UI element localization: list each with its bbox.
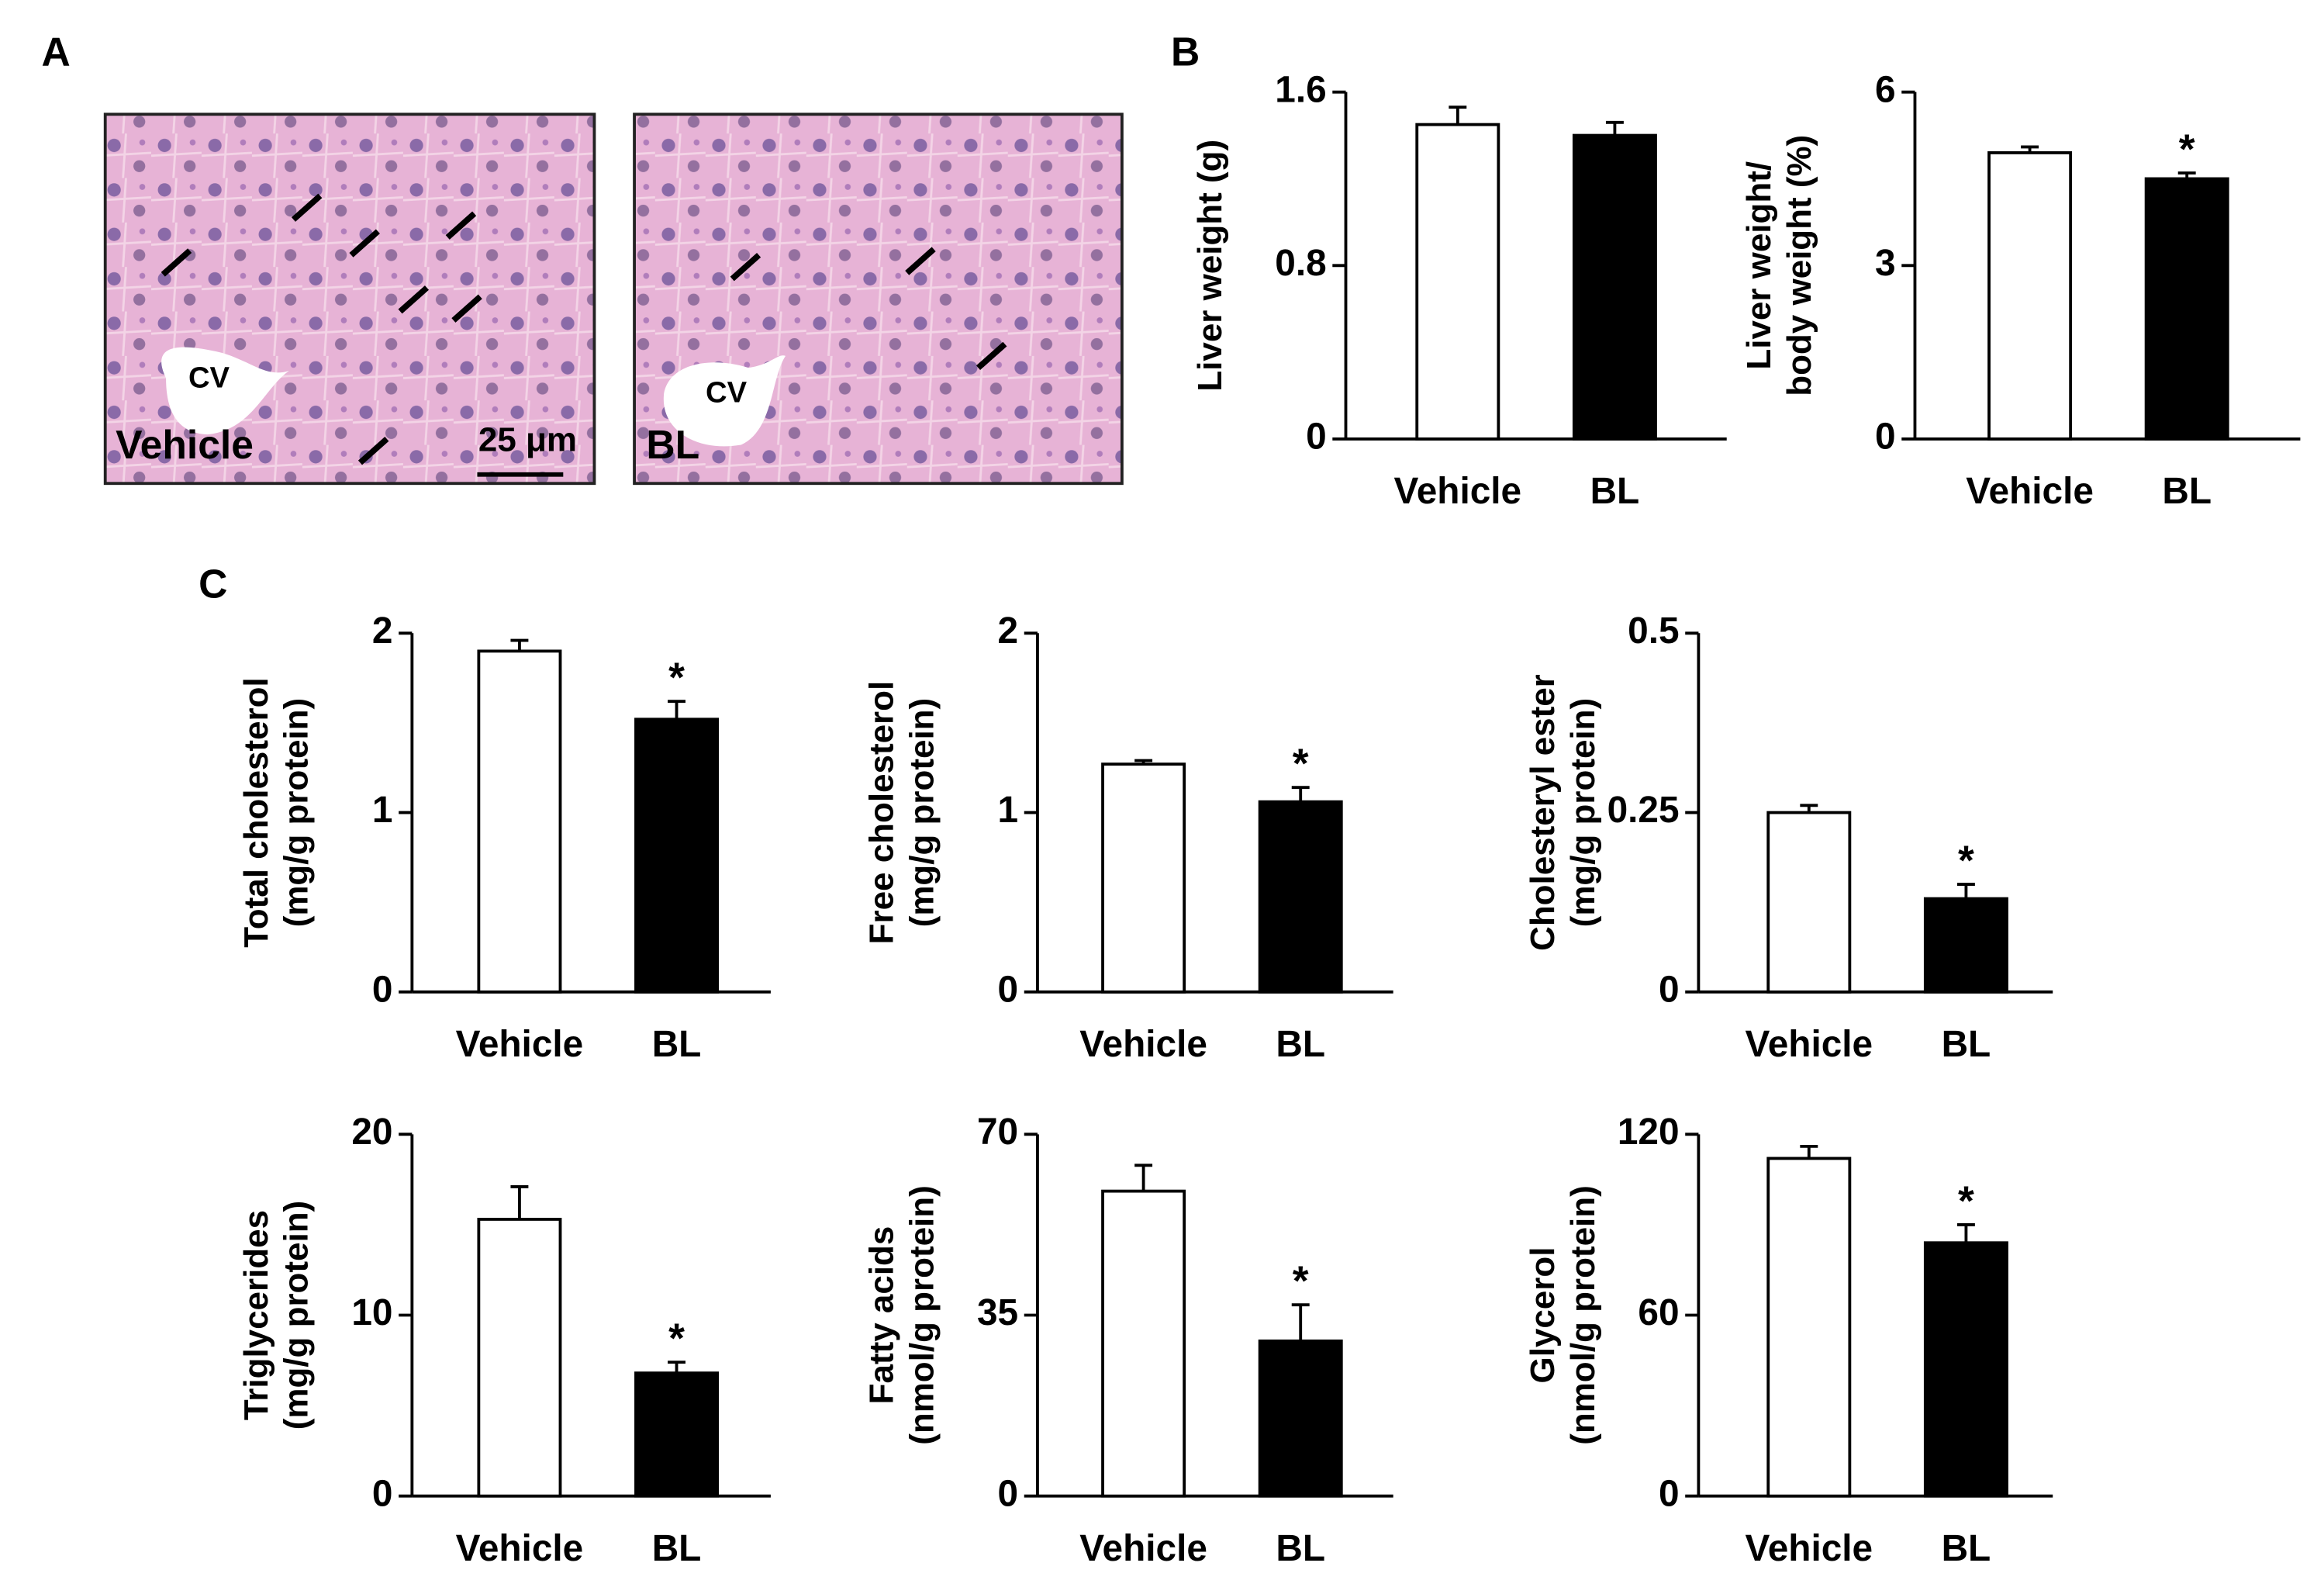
x-tick-label: Vehicle	[456, 1528, 584, 1569]
x-tick-label: BL	[652, 1024, 702, 1065]
y-axis-label: (mg/g protein)	[278, 698, 316, 927]
significance-label: *	[1958, 838, 1974, 883]
micrograph-bl: CV BL	[633, 112, 1124, 486]
y-tick-label: 1	[372, 790, 393, 831]
y-tick-label: 2	[998, 610, 1019, 652]
y-tick-label: 0	[1875, 417, 1896, 458]
x-tick-label: Vehicle	[456, 1024, 584, 1065]
y-tick-label: 0	[1659, 969, 1680, 1010]
bar	[477, 1218, 562, 1498]
y-axis-label: Fatty acids	[863, 1226, 901, 1405]
bar	[634, 1371, 720, 1498]
micrograph-label: BL	[646, 422, 699, 467]
y-axis-label: Free cholesterol	[863, 681, 901, 945]
significance-label: *	[1293, 1259, 1309, 1305]
significance-label: *	[2179, 126, 2195, 172]
y-tick-label: 35	[977, 1292, 1018, 1333]
x-tick-label: Vehicle	[1393, 471, 1521, 512]
y-tick-label: 20	[351, 1112, 392, 1153]
y-axis-label: (nmol/g protein)	[903, 1185, 941, 1444]
y-axis-label: Glycerol	[1524, 1247, 1562, 1384]
x-tick-label: Vehicle	[1079, 1528, 1207, 1569]
bar	[1101, 762, 1186, 994]
y-tick-label: 70	[977, 1112, 1018, 1153]
y-tick-label: 1	[998, 790, 1019, 831]
x-tick-label: Vehicle	[1079, 1024, 1207, 1065]
significance-label: *	[668, 1316, 685, 1362]
y-tick-label: 0	[1306, 417, 1327, 458]
y-tick-label: 2	[372, 610, 393, 652]
bar	[1923, 897, 2008, 994]
bar	[634, 717, 720, 994]
x-tick-label: BL	[1276, 1024, 1325, 1065]
bar	[2144, 177, 2229, 441]
y-axis-label: (nmol/g protein)	[1564, 1185, 1602, 1444]
significance-label: *	[1293, 742, 1309, 787]
x-tick-label: Vehicle	[1745, 1024, 1873, 1065]
y-tick-label: 0	[372, 1473, 393, 1514]
y-tick-label: 0	[998, 1473, 1019, 1514]
bar	[1766, 811, 1852, 994]
y-tick-label: 60	[1638, 1292, 1679, 1333]
y-axis-label: (mg/g protein)	[1564, 698, 1602, 927]
micrograph-vehicle: CV Vehicle 25 μm	[103, 112, 596, 486]
y-tick-label: 0	[998, 969, 1019, 1010]
x-tick-label: BL	[1942, 1528, 1991, 1569]
y-tick-label: 1.6	[1275, 69, 1326, 110]
x-tick-label: Vehicle	[1745, 1528, 1873, 1569]
panel-label: C	[199, 562, 227, 607]
y-tick-label: 0.8	[1275, 243, 1326, 284]
y-tick-label: 10	[351, 1292, 392, 1333]
bar	[1766, 1157, 1852, 1498]
bar	[1101, 1189, 1186, 1498]
significance-label: *	[668, 655, 685, 701]
y-tick-label: 0.5	[1628, 610, 1679, 652]
x-tick-label: BL	[1942, 1024, 1991, 1065]
panel-label: B	[1171, 29, 1200, 74]
y-axis-label: Cholesteryl ester	[1524, 674, 1562, 951]
x-tick-label: BL	[2162, 471, 2212, 512]
y-axis-label: (mg/g protein)	[278, 1201, 316, 1430]
significance-label: *	[1958, 1178, 1974, 1224]
y-tick-label: 0	[1659, 1473, 1680, 1514]
x-tick-label: Vehicle	[1966, 471, 2094, 512]
x-tick-label: BL	[1276, 1528, 1325, 1569]
x-tick-label: BL	[1590, 471, 1640, 512]
y-axis-label: Total cholesterol	[237, 677, 275, 947]
y-axis-label: body weight (%)	[1780, 135, 1818, 396]
bar	[477, 649, 562, 994]
y-axis-label: Triglycerides	[237, 1210, 275, 1420]
scale-bar-label: 25 μm	[478, 420, 577, 458]
panel-label: A	[42, 29, 71, 74]
y-tick-label: 0	[372, 969, 393, 1010]
y-tick-label: 0.25	[1607, 790, 1680, 831]
y-axis-label: (mg/g protein)	[903, 698, 941, 927]
micrograph-label: Vehicle	[116, 422, 254, 467]
y-tick-label: 120	[1618, 1112, 1680, 1153]
bar	[1572, 133, 1657, 441]
vessel-label: CV	[706, 376, 748, 410]
bar	[1987, 151, 2073, 441]
x-tick-label: BL	[652, 1528, 702, 1569]
bar	[1258, 1339, 1343, 1498]
vessel-label: CV	[188, 361, 230, 395]
y-tick-label: 6	[1875, 69, 1896, 110]
bar	[1923, 1241, 2008, 1498]
bar	[1258, 800, 1343, 994]
bar	[1415, 123, 1500, 441]
y-axis-label: Liver weight (g)	[1191, 140, 1229, 392]
y-tick-label: 3	[1875, 243, 1896, 284]
y-axis-label: Liver weight/	[1740, 161, 1778, 370]
